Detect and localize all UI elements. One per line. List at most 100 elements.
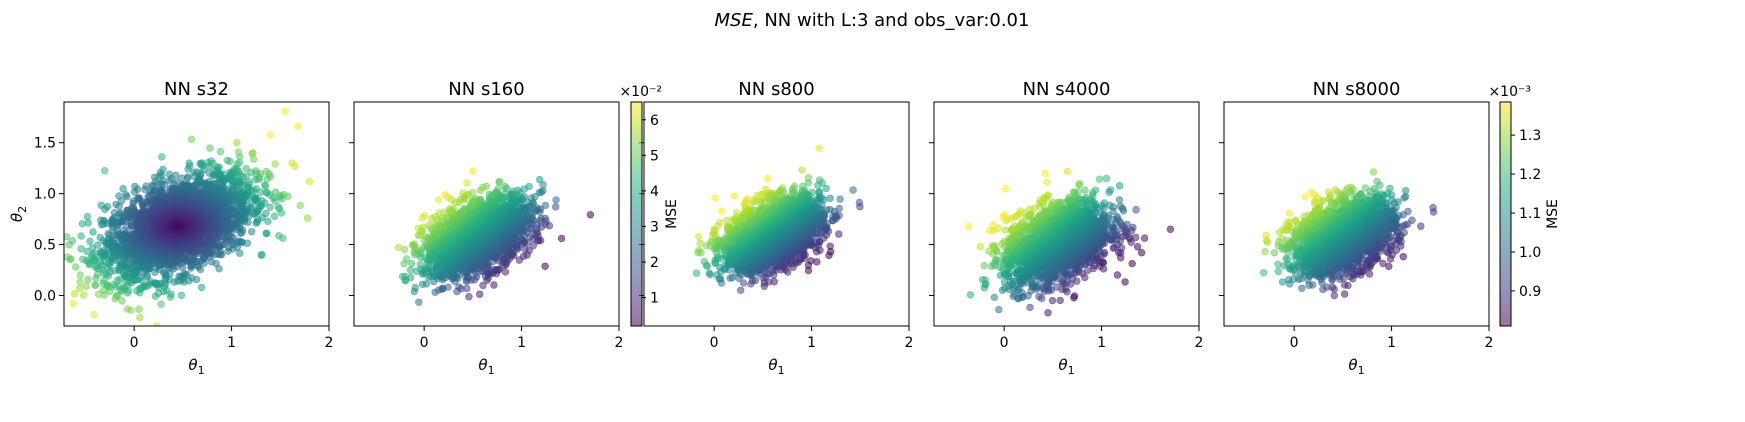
scatter-point — [118, 287, 126, 295]
scatter-point — [476, 290, 484, 298]
scatter-point — [217, 251, 226, 259]
scatter-point — [115, 192, 123, 200]
scatter-point — [813, 258, 821, 266]
scatter-point — [402, 255, 411, 263]
scatter-point — [835, 230, 843, 238]
scatter-point — [479, 281, 487, 290]
scatter-point — [736, 286, 745, 294]
scatter-point — [123, 206, 131, 215]
y-tick-label: 1.5 — [34, 136, 56, 152]
scatter-point — [79, 255, 87, 263]
scatter-point — [71, 263, 80, 271]
scatter-points — [64, 107, 314, 326]
scatter-point — [303, 214, 312, 222]
scatter-points — [394, 167, 595, 306]
scatter-point — [527, 194, 535, 202]
scatter-point — [465, 293, 473, 301]
scatter-point — [258, 250, 266, 259]
scatter-point — [97, 201, 105, 210]
panel-title: NN s32 — [164, 79, 229, 100]
scatter-point — [169, 265, 178, 273]
y-tick-label: 0.0 — [34, 288, 56, 304]
scatter-point — [416, 260, 424, 269]
scatter-point — [197, 283, 206, 292]
scatter-point — [435, 196, 443, 204]
scatter-point — [216, 147, 225, 156]
scatter-point — [238, 226, 247, 234]
scatter-point — [305, 177, 314, 186]
scatter-point — [288, 159, 296, 167]
scatter-point — [157, 300, 165, 308]
scatter-point — [428, 214, 436, 223]
y-tick-label: 0.5 — [34, 238, 56, 254]
scatter-point — [83, 212, 92, 221]
scatter-point — [264, 217, 272, 226]
scatter-point — [501, 182, 509, 191]
scatter-point — [215, 163, 223, 172]
scatter-point — [243, 239, 252, 247]
scatter-point — [151, 268, 159, 276]
scatter-point — [89, 228, 97, 236]
scatter-point — [468, 196, 477, 204]
scatter-point — [159, 165, 167, 174]
scatter-point — [100, 167, 109, 175]
scatter-point — [494, 185, 502, 193]
x-axis-label: θ1 — [188, 356, 204, 377]
scatter-point — [76, 271, 85, 279]
figure-title-rest: , NN with L:3 and obs_var:0.01 — [753, 10, 1030, 31]
scatter-point — [177, 291, 186, 300]
scatter-point — [185, 159, 193, 167]
scatter-point — [193, 275, 201, 284]
scatter-point — [418, 214, 426, 222]
scatter-point — [151, 292, 160, 300]
scatter-point — [586, 211, 595, 219]
scatter-point — [271, 160, 279, 168]
scatter-point — [112, 200, 120, 209]
scatter-point — [69, 300, 77, 308]
scatter-point — [552, 196, 560, 204]
scatter-point — [236, 249, 244, 257]
scatter-point — [99, 279, 107, 287]
scatter-point — [262, 229, 271, 238]
scatter-point — [261, 199, 269, 207]
scatter-point — [539, 181, 547, 189]
scatter-point — [266, 130, 275, 139]
scatter-point — [233, 139, 241, 147]
y-axis-label: θ2 — [8, 206, 29, 222]
scatter-point — [85, 261, 94, 269]
scatter-point — [170, 278, 179, 286]
scatter-point — [519, 252, 528, 260]
scatter-point — [94, 290, 103, 298]
scatter-point — [207, 157, 215, 165]
scatter-point — [79, 291, 88, 299]
scatter-point — [92, 274, 100, 282]
scatter-point — [739, 279, 748, 287]
scatter-point — [91, 281, 99, 289]
scatter-points — [692, 144, 864, 294]
scatter-point — [446, 205, 454, 213]
scatter-point — [537, 214, 545, 223]
scatter-point — [495, 177, 504, 186]
scatter-point — [441, 191, 449, 199]
scatter-point — [65, 241, 73, 249]
scatter-point — [266, 203, 274, 212]
scatter-point — [142, 182, 150, 190]
scatter-point — [158, 153, 166, 161]
scatter-point — [469, 167, 477, 175]
scatter-point — [281, 107, 289, 115]
scatter-point — [99, 269, 108, 277]
scatter-point — [296, 201, 304, 210]
scatter-point — [460, 205, 468, 213]
scatter-point — [242, 164, 250, 173]
x-tick-label: 0 — [420, 335, 429, 351]
x-tick-label: 0 — [130, 335, 139, 351]
scatter-point — [226, 157, 234, 165]
scatter-point — [111, 295, 119, 303]
scatter-point — [415, 298, 423, 306]
scatter-point — [78, 220, 87, 228]
scatter-point — [478, 183, 487, 192]
scatter-point — [198, 159, 206, 167]
